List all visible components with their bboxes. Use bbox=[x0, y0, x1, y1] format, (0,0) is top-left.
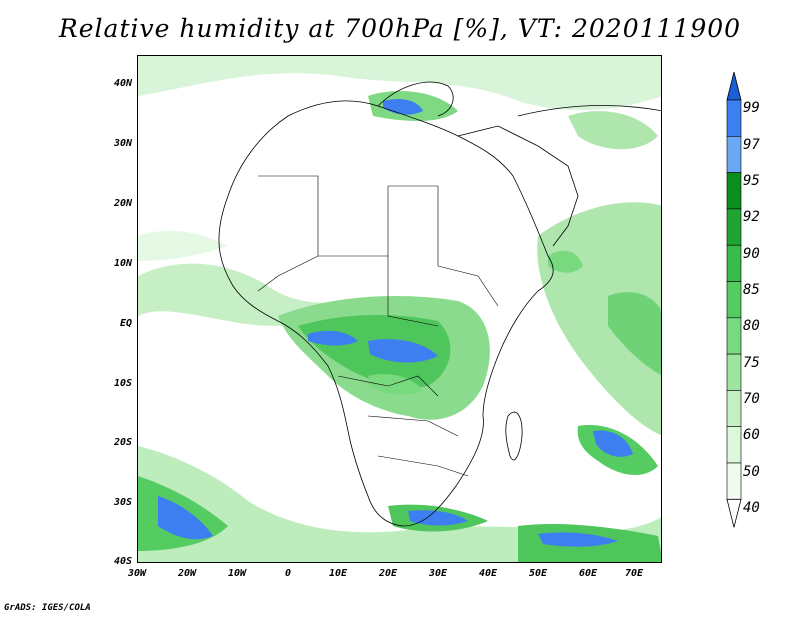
colorbar-label: 50 bbox=[743, 464, 760, 480]
lon-label: 30E bbox=[428, 568, 448, 579]
lat-label: EQ bbox=[119, 318, 132, 329]
lat-label: 10S bbox=[113, 378, 132, 389]
lat-label: 30N bbox=[113, 138, 132, 149]
lat-label: 40S bbox=[113, 556, 132, 567]
colorbar-label: 99 bbox=[743, 100, 760, 116]
colorbar-segment bbox=[726, 208, 742, 246]
lon-label: 50E bbox=[528, 568, 548, 579]
colorbar-segment bbox=[726, 244, 742, 282]
lon-label: 10E bbox=[328, 568, 348, 579]
humidity-field bbox=[138, 56, 661, 562]
colorbar-label: 90 bbox=[743, 246, 760, 262]
lat-label: 10N bbox=[113, 258, 132, 269]
lon-label: 20W bbox=[177, 568, 197, 579]
colorbar-segment bbox=[726, 172, 742, 210]
colorbar-label: 75 bbox=[743, 355, 760, 371]
lat-label: 40N bbox=[113, 78, 132, 89]
colorbar-label: 85 bbox=[743, 282, 760, 298]
colorbar-segment bbox=[726, 281, 742, 319]
colorbar-segment bbox=[726, 390, 742, 427]
colorbar-label: 92 bbox=[743, 209, 760, 225]
lon-label: 40E bbox=[478, 568, 498, 579]
colorbar bbox=[726, 72, 742, 528]
lon-label: 20E bbox=[378, 568, 398, 579]
colorbar-segment bbox=[726, 462, 742, 500]
lon-label: 60E bbox=[578, 568, 598, 579]
lon-label: 0 bbox=[284, 568, 292, 579]
lat-label: 20N bbox=[113, 198, 132, 209]
colorbar-segment bbox=[726, 426, 742, 464]
lon-label: 10W bbox=[227, 568, 247, 579]
lat-label: 20S bbox=[113, 437, 132, 448]
colorbar-segments bbox=[726, 72, 742, 528]
country-borders bbox=[257, 175, 499, 477]
colorbar-label: 70 bbox=[743, 391, 760, 407]
credit-text: GrADS: IGES/COLA bbox=[4, 603, 91, 613]
lon-label: 30W bbox=[127, 568, 147, 579]
colorbar-label: 95 bbox=[743, 173, 760, 189]
colorbar-top-arrow bbox=[726, 72, 742, 101]
chart-title: Relative humidity at 700hPa [%], VT: 202… bbox=[58, 14, 742, 43]
coastline bbox=[218, 81, 661, 527]
colorbar-bottom-arrow bbox=[726, 498, 742, 528]
colorbar-segment bbox=[726, 136, 742, 173]
map-panel bbox=[137, 55, 662, 563]
colorbar-segment bbox=[726, 317, 742, 355]
colorbar-label: 40 bbox=[743, 500, 760, 516]
lat-label: 30S bbox=[113, 497, 132, 508]
colorbar-label: 97 bbox=[743, 137, 760, 153]
map-canvas bbox=[138, 56, 661, 562]
lon-label: 70E bbox=[624, 568, 644, 579]
colorbar-segment bbox=[726, 353, 742, 391]
colorbar-segment bbox=[726, 99, 742, 137]
colorbar-label: 60 bbox=[743, 427, 760, 443]
colorbar-label: 80 bbox=[743, 318, 760, 334]
